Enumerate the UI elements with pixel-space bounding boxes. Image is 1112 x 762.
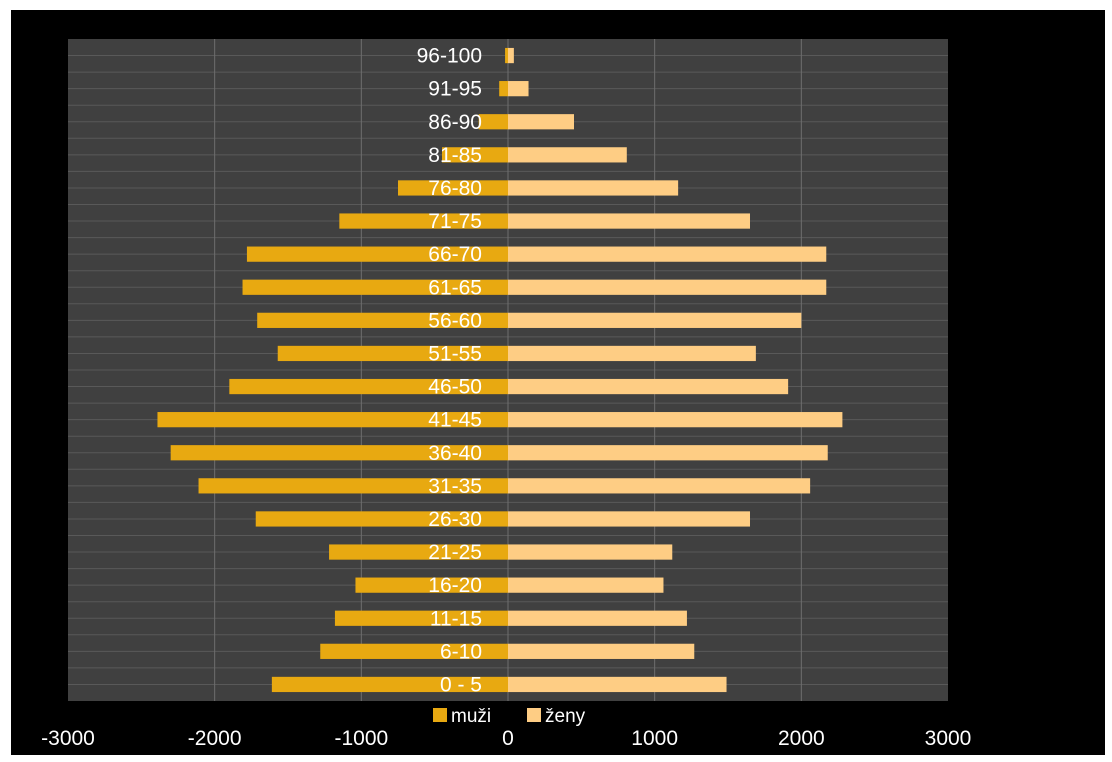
category-label: 31-35 [428,475,482,498]
chart-frame: 0 - 5 6-10 11-15 16-20 21-25 26-30 31-35 36-40 4… [11,10,1105,755]
bars [157,47,843,693]
category-label: 51-55 [428,342,482,365]
category-label: 16-20 [428,574,482,597]
bar-muzi-66-70 [246,246,508,262]
category-label: 36-40 [428,442,482,465]
bar-muzi-56-60 [257,312,508,328]
bar-muzi-6-10 [320,643,508,659]
legend: muži ženy [433,706,586,727]
category-label: 86-90 [428,111,482,134]
bar-muzi-61-65 [242,279,509,295]
x-tick-label: -1000 [334,727,388,750]
category-label: 66-70 [428,243,482,266]
bar-zeny-11-15 [508,610,687,626]
bar-muzi-11-15 [334,610,508,626]
x-tick-label: 0 [502,727,514,750]
bar-zeny-66-70 [508,246,827,262]
bar-muzi-16-20 [355,577,508,593]
bar-muzi-76-80 [398,180,508,196]
category-label: 41-45 [428,409,482,432]
x-axis-tick-labels: -3000 -2000 -1000 0 1000 2000 3000 [41,727,971,750]
category-label: 71-75 [428,210,482,233]
category-label: 81-85 [428,144,482,167]
bar-muzi-46-50 [229,378,509,395]
category-labels: 0 - 5 6-10 11-15 16-20 21-25 26-30 31-35 36-40 4… [417,45,482,697]
bar-zeny-31-35 [508,478,811,494]
bar-muzi-41-45 [157,412,508,428]
legend-label-muzi: muži [451,706,491,727]
bar-zeny-76-80 [508,180,679,196]
bar-zeny-56-60 [508,312,802,328]
category-label: 6-10 [440,640,482,663]
category-label: 0 - 5 [440,673,482,696]
x-tick-label: -2000 [188,727,242,750]
bar-zeny-91-95 [508,81,529,97]
category-label: 91-95 [428,78,482,101]
category-label: 11-15 [430,607,482,630]
category-label: 61-65 [428,276,482,299]
bar-zeny-86-90 [508,114,574,130]
bar-muzi-81-85 [442,147,508,163]
legend-label-zeny: ženy [545,706,586,727]
population-pyramid-chart: 0 - 5 6-10 11-15 16-20 21-25 26-30 31-35 36-40 4… [41,39,971,750]
category-label: 56-60 [428,309,482,332]
bar-zeny-46-50 [508,378,789,395]
bar-zeny-36-40 [508,445,828,461]
bar-muzi-26-30 [255,511,508,527]
bar-zeny-21-25 [508,544,673,560]
bar-zeny-26-30 [508,511,750,527]
bar-muzi-21-25 [329,544,508,560]
bar-muzi-96-100 [505,47,508,64]
bar-zeny-41-45 [508,412,843,428]
x-tick-label: 1000 [631,727,678,750]
bar-zeny-96-100 [508,47,514,64]
x-tick-label: 2000 [778,727,825,750]
bar-muzi-31-35 [198,478,509,494]
legend-swatch-muzi [433,708,447,722]
bar-zeny-71-75 [508,213,750,229]
bar-muzi-71-75 [339,213,508,229]
category-label: 76-80 [428,177,482,200]
x-tick-label: 3000 [925,727,972,750]
bar-muzi-51-55 [277,345,508,362]
bar-zeny-51-55 [508,345,756,362]
bar-zeny-0-5 [508,676,727,693]
bar-muzi-86-90 [478,114,508,130]
bar-zeny-16-20 [508,577,664,593]
legend-swatch-zeny [527,708,541,722]
category-label: 21-25 [428,541,482,564]
bar-zeny-6-10 [508,643,695,659]
category-label: 26-30 [428,508,482,531]
bar-zeny-61-65 [508,279,827,295]
bar-muzi-36-40 [170,445,508,461]
category-label: 46-50 [428,376,482,399]
category-label: 96-100 [417,45,482,68]
bar-muzi-91-95 [499,81,508,97]
bar-zeny-81-85 [508,147,627,163]
x-tick-label: -3000 [41,727,95,750]
bar-muzi-0-5 [271,676,508,693]
